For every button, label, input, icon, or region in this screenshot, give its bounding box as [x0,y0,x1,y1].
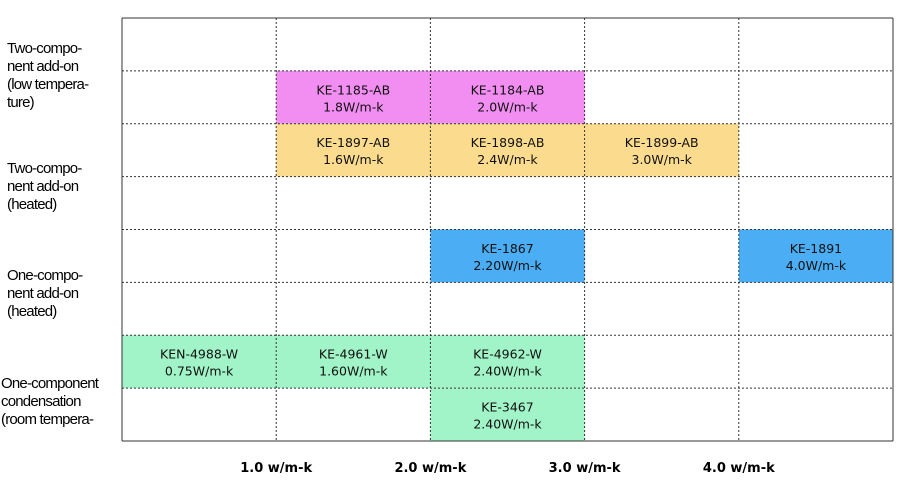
product-cell-ke-4962-w [430,335,585,389]
product-value: 1.6W/m-k [323,152,384,167]
x-tick-label: 1.0 w/m-k [240,461,313,476]
product-name: KE-3467 [481,400,533,415]
x-tick-label: 2.0 w/m-k [394,461,467,476]
product-name: KE-1897-AB [316,135,390,150]
row-label: Two-compo- nent add-on (low tempera- tur… [7,40,89,111]
product-cell-ke-1898-ab [430,123,585,177]
product-cell-ke-1184-ab [430,70,585,124]
product-cell-ke-1867 [430,229,585,283]
product-value: 1.60W/m-k [319,364,388,379]
product-value: 1.8W/m-k [323,99,384,114]
product-value: 2.40W/m-k [473,364,542,379]
product-name: KE-1184-AB [471,82,545,97]
product-name: KE-1185-AB [316,82,390,97]
product-cell-ke-1185-ab [276,70,431,124]
product-value: 4.0W/m-k [786,258,847,273]
product-cell-ke-1897-ab [276,123,431,177]
product-value: 0.75W/m-k [165,364,234,379]
product-value: 2.4W/m-k [477,152,538,167]
product-value: 2.40W/m-k [473,417,542,432]
product-value: 3.0W/m-k [632,152,693,167]
product-name: KE-4962-W [473,347,542,362]
row-label: One-compo- nent add-on (heated) [7,267,83,320]
row-label: Two-compo- nent add-on (heated) [7,160,82,213]
product-name: KE-1891 [790,241,842,256]
product-cell-ke-1891 [738,229,893,283]
x-tick-label: 4.0 w/m-k [702,461,775,476]
row-label: One-component condensation (room tempera… [1,375,99,428]
product-cell-ke-3467 [430,388,585,441]
product-name: KE-1898-AB [471,135,545,150]
product-cell-ken-4988-w [122,335,277,389]
product-cell-ke-4961-w [276,335,431,389]
product-value: 2.0W/m-k [477,99,538,114]
product-value: 2.20W/m-k [473,258,542,273]
product-name: KEN-4988-W [160,347,238,362]
x-tick-label: 3.0 w/m-k [548,461,621,476]
product-cell-ke-1899-ab [584,123,739,177]
product-name: KE-1867 [481,241,533,256]
product-name: KE-1899-AB [625,135,699,150]
product-name: KE-4961-W [319,347,388,362]
